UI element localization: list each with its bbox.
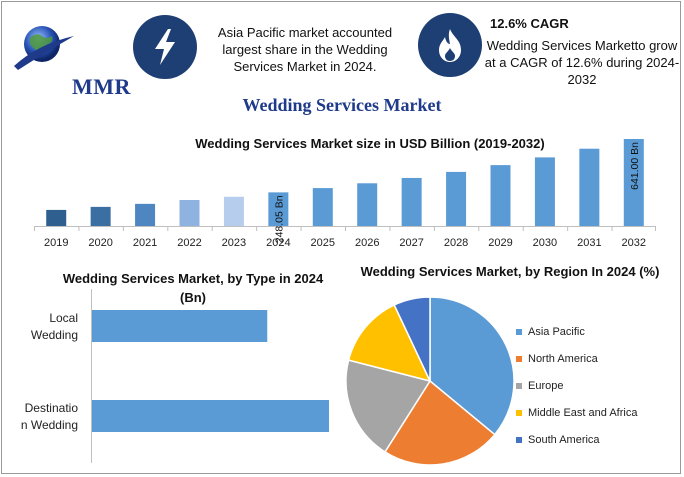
logo-text: MMR [72, 74, 131, 99]
pie-slice-4 [393, 296, 431, 382]
data-label-2024: 248.05 Bn [273, 195, 285, 243]
pie-slice-0 [429, 296, 515, 436]
legend-label: Europe [528, 379, 564, 392]
legend-item: South America [516, 426, 637, 453]
legend-item: Middle East and Africa [516, 399, 637, 426]
globe-icon [14, 26, 74, 70]
data-label-2032: 641.00 Bn [629, 142, 641, 190]
bar-2026 [357, 183, 378, 226]
legend-item: Asia Pacific [516, 318, 637, 345]
bar-2029 [490, 165, 511, 226]
legend-swatch [516, 382, 522, 389]
pie-slice-3 [347, 303, 432, 383]
x-tick-label: 2026 [355, 237, 379, 249]
pie-chart-title: Wedding Services Market, by Region In 20… [360, 264, 660, 279]
x-tick-label: 2019 [44, 237, 68, 249]
x-tick-label: 2024 [266, 237, 290, 249]
bar-2020 [90, 206, 111, 226]
x-tick-label: 2021 [133, 237, 157, 249]
x-tick-label: 2028 [444, 237, 468, 249]
legend-swatch [516, 436, 522, 443]
x-tick-label: 2020 [88, 237, 112, 249]
x-tick-label: 2030 [533, 237, 557, 249]
info2-line2: at a CAGR of 12.6% during 2024- [484, 55, 680, 70]
bar-2028 [446, 171, 467, 226]
x-tick-label: 2032 [622, 237, 646, 249]
x-tick-label: 2029 [488, 237, 512, 249]
type-chart-title: Wedding Services Market, by Type in 2024… [62, 271, 324, 305]
legend-swatch [516, 328, 522, 335]
cagr-title: 12.6% CAGR [490, 16, 569, 31]
info2-line1: Wedding Services Marketto grow [486, 38, 678, 53]
y-tick-label: Destinatio [25, 401, 79, 415]
info1-line2: largest share in the Wedding [222, 42, 388, 57]
bar-2027 [401, 177, 422, 226]
x-tick-label: 2025 [311, 237, 335, 249]
pie-slice-2 [345, 359, 432, 453]
bar-2031 [579, 148, 600, 226]
legend-label: North America [528, 352, 598, 365]
main-title: Wedding Services Market [242, 95, 442, 115]
bar-2032 [623, 139, 644, 226]
x-tick-label: 2027 [399, 237, 423, 249]
bar-2022 [179, 199, 200, 226]
legend-label: Asia Pacific [528, 325, 585, 338]
x-tick-label: 2022 [177, 237, 201, 249]
info1-line1: Asia Pacific market accounted [217, 25, 393, 40]
y-tick-label: n Wedding [21, 418, 78, 432]
legend-label: Middle East and Africa [528, 406, 638, 419]
mmr-logo: MMR [10, 22, 130, 99]
legend-item: North America [516, 345, 637, 372]
legend-swatch [516, 409, 522, 416]
pie-legend: Asia Pacific North America Europe Middle… [516, 318, 637, 453]
info2-line3: 2032 [567, 72, 597, 87]
legend-item: Europe [516, 372, 637, 399]
bar-2021 [135, 203, 156, 226]
lightning-icon [133, 15, 197, 79]
bar-2023 [223, 196, 244, 226]
bar-type-0 [92, 310, 268, 342]
x-tick-label: 2031 [577, 237, 601, 249]
bar-2019 [46, 209, 67, 226]
y-tick-label: Local [49, 311, 78, 325]
info-asia-pacific: Asia Pacific market accounted largest sh… [210, 24, 400, 75]
pie-slice-1 [383, 379, 496, 466]
flame-icon [418, 13, 482, 77]
bar-chart-title: Wedding Services Market size in USD Bill… [195, 136, 545, 151]
y-tick-label: Wedding [31, 328, 78, 342]
x-tick-label: 2023 [222, 237, 246, 249]
bar-type-1 [92, 400, 329, 432]
legend-label: South America [528, 433, 600, 446]
bar-2024 [268, 192, 289, 226]
info-cagr: Wedding Services Marketto grow at a CAGR… [484, 37, 680, 88]
bar-2030 [534, 157, 555, 226]
info1-line3: Services Market in 2024. [233, 59, 377, 74]
legend-swatch [516, 355, 522, 362]
bar-2025 [312, 188, 333, 226]
